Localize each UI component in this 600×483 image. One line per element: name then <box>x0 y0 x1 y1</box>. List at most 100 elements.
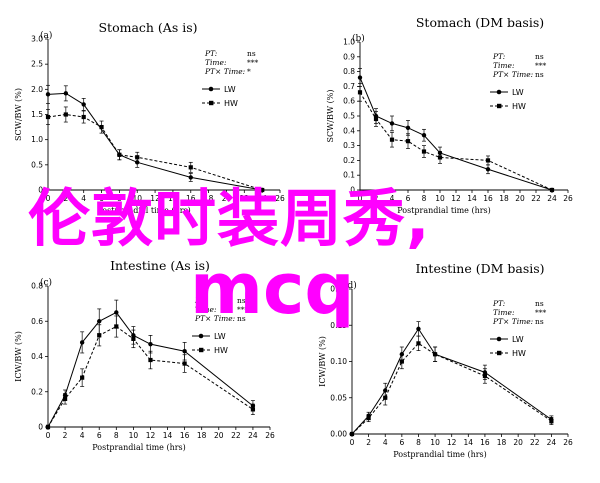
x-tick-label: 10 <box>132 194 142 203</box>
data-point-HW <box>188 165 193 170</box>
stat-label: Time: <box>493 308 515 317</box>
legend-label: HW <box>214 346 228 355</box>
x-tick-label: 22 <box>231 431 241 440</box>
data-point-LW <box>148 341 153 347</box>
chart-panel-2: (b) Stomach (DM basis) 0 0.1 0.2 0.3 0.4 0.5 0.6… <box>326 15 573 215</box>
stat-value: ns <box>247 49 256 58</box>
data-point-HW <box>373 116 379 122</box>
data-point-LW <box>421 133 427 138</box>
data-point-HW <box>549 187 555 193</box>
x-tick-label: 0 <box>46 194 51 203</box>
data-point-LW <box>188 175 193 180</box>
x-tick-label: 8 <box>416 438 421 447</box>
x-tick-label: 26 <box>563 438 573 447</box>
legend-marker <box>497 350 502 356</box>
y-tick-label: 0.20 <box>330 285 347 294</box>
data-point-HW <box>99 124 104 130</box>
x-tick-label: 6 <box>399 438 404 447</box>
data-point-HW <box>383 395 388 400</box>
y-tick-label: 0.5 <box>343 112 355 121</box>
data-point-HW <box>182 361 187 366</box>
stat-value: *** <box>535 308 547 317</box>
stat-value: ns <box>535 299 544 308</box>
data-point-HW <box>81 114 86 120</box>
series-line-HW <box>359 92 553 191</box>
y-tick-label: 0 <box>38 186 43 195</box>
y-tick-label: 0.7 <box>343 82 355 91</box>
y-tick-label: 0.4 <box>343 126 355 135</box>
data-point-HW <box>405 139 411 144</box>
data-point-HW <box>421 149 427 154</box>
data-point-HW <box>114 324 119 329</box>
x-tick-label: 6 <box>99 194 104 203</box>
x-tick-label: 18 <box>204 194 214 203</box>
stat-value: ns <box>535 70 544 79</box>
x-tick-label: 12 <box>447 438 457 447</box>
y-tick-label: 0.4 <box>31 352 43 361</box>
data-point-HW <box>485 158 491 163</box>
x-tick-label: 0 <box>358 194 363 203</box>
x-tick-label: 24 <box>248 431 258 440</box>
x-tick-label: 24 <box>547 438 557 447</box>
x-tick-label: 20 <box>513 438 523 447</box>
y-tick-label: 0.6 <box>343 97 355 106</box>
x-axis-label: Postprandial time (hrs) <box>92 443 186 452</box>
y-tick-label: 0.3 <box>343 141 355 150</box>
data-point-HW <box>148 357 153 363</box>
x-tick-label: 2 <box>63 431 68 440</box>
data-point-HW <box>250 407 256 412</box>
panel-label: (d) <box>344 280 357 291</box>
data-point-HW <box>45 114 51 120</box>
legend-label: LW <box>512 335 524 344</box>
data-point-HW <box>45 424 51 430</box>
x-tick-label: 2 <box>366 438 371 447</box>
data-point-HW <box>366 415 371 421</box>
x-tick-label: 20 <box>515 194 525 203</box>
y-axis-label: ICW/BW (%) <box>318 336 327 387</box>
y-tick-label: 0.8 <box>343 67 355 76</box>
legend-label: LW <box>224 85 236 94</box>
x-tick-label: 24 <box>547 194 557 203</box>
y-tick-label: 0.00 <box>330 430 347 439</box>
x-tick-label: 22 <box>240 194 250 203</box>
x-tick-label: 14 <box>467 194 477 203</box>
x-tick-label: 10 <box>129 431 139 440</box>
x-tick-label: 18 <box>497 438 507 447</box>
data-point-HW <box>549 418 554 424</box>
x-tick-label: 20 <box>214 431 224 440</box>
x-tick-label: 26 <box>275 194 285 203</box>
x-tick-label: 8 <box>117 194 122 203</box>
x-tick-label: 12 <box>150 194 160 203</box>
data-point-HW <box>416 341 421 346</box>
panel-label: (c) <box>40 277 52 288</box>
data-point-LW <box>389 121 395 126</box>
x-tick-label: 16 <box>186 194 196 203</box>
legend-label: HW <box>512 102 526 111</box>
chart-title: Intestine (As is) <box>110 258 210 273</box>
y-tick-label: 0.5 <box>31 160 43 169</box>
stat-label: PT: <box>492 299 506 308</box>
chart-title: Stomach (As is) <box>98 20 197 35</box>
chart-panel-3: (c)Intestine (As is)00.20.40.60.80 2 4 6 8 10… <box>14 258 275 452</box>
stat-label: PT× Time: <box>492 317 534 326</box>
x-tick-label: 6 <box>406 194 411 203</box>
legend-marker <box>208 86 214 92</box>
legend-marker <box>496 89 502 95</box>
data-point-HW <box>97 333 102 338</box>
x-tick-label: 12 <box>146 431 156 440</box>
x-tick-label: 10 <box>435 194 445 203</box>
stat-label: PT: <box>194 296 208 305</box>
x-tick-label: 4 <box>383 438 388 447</box>
x-tick-label: 20 <box>222 194 232 203</box>
stat-value: * <box>247 67 251 76</box>
data-point-HW <box>357 90 363 95</box>
x-axis-label: Postprandial time (hrs) <box>97 206 191 215</box>
y-tick-label: 0.05 <box>330 393 347 402</box>
data-point-LW <box>405 125 411 131</box>
x-tick-label: 18 <box>499 194 509 203</box>
y-tick-label: 2.0 <box>31 85 43 94</box>
stat-label: PT: <box>492 52 506 61</box>
data-point-LW <box>81 102 86 107</box>
data-point-LW <box>114 310 119 315</box>
